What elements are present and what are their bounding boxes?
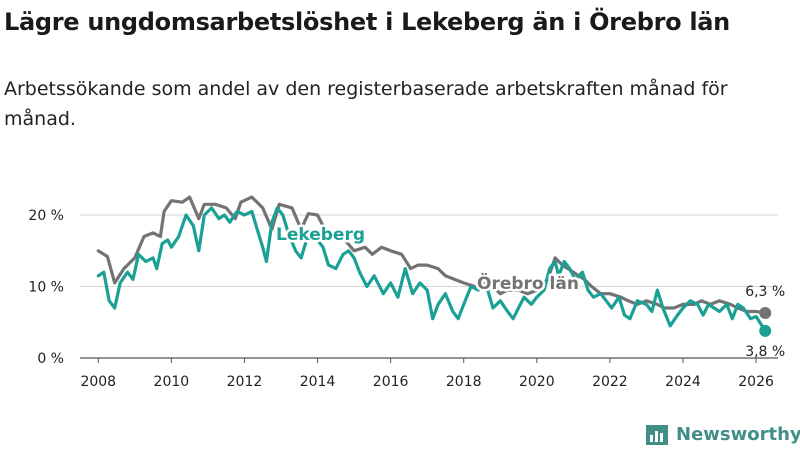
newsworthy-brand[interactable]: Newsworthy xyxy=(645,420,800,448)
y-axis-ticks: 0 % 10 % 20 % xyxy=(28,208,64,367)
x-tick-label: 2012 xyxy=(227,374,263,390)
newsworthy-logo-icon xyxy=(646,425,668,445)
end-value-label: 3,8 % xyxy=(745,344,785,360)
series-end-marker xyxy=(759,306,772,319)
x-tick-label: 2026 xyxy=(738,374,774,390)
series-label: Örebro län xyxy=(477,272,579,294)
series-end-marker xyxy=(759,324,772,337)
y-tick-label: 20 % xyxy=(28,208,64,224)
end-value-label: 6,3 % xyxy=(745,284,785,300)
y-tick-label: 0 % xyxy=(37,351,64,367)
chart-subtitle: Arbetssökande som andel av den registerb… xyxy=(4,78,728,130)
gridlines xyxy=(80,214,778,359)
brand-name: Newsworthy xyxy=(676,423,800,445)
x-tick-label: 2018 xyxy=(446,374,482,390)
series-line-lekeberg xyxy=(96,206,767,333)
x-tick-label: 2016 xyxy=(373,374,409,390)
y-tick-label: 10 % xyxy=(28,280,64,296)
x-tick-label: 2022 xyxy=(592,374,628,390)
chart-title: Lägre ungdomsarbetslöshet i Lekeberg än … xyxy=(4,8,730,36)
series-labels: Örebro län 6,3 % Lekeberg 3,8 % xyxy=(274,223,786,360)
x-tick-label: 2008 xyxy=(80,374,116,390)
x-tick-label: 2010 xyxy=(154,374,190,390)
x-tick-label: 2014 xyxy=(300,374,336,390)
series-line-orebro-lan xyxy=(96,195,767,315)
x-axis-ticks: 2008 2010 2012 2014 2016 2018 2020 2022 2024 2026 xyxy=(80,358,774,390)
series-lines xyxy=(96,195,772,337)
x-tick-label: 2024 xyxy=(665,374,701,390)
series-label: Lekeberg xyxy=(276,225,365,245)
x-tick-label: 2020 xyxy=(519,374,555,390)
